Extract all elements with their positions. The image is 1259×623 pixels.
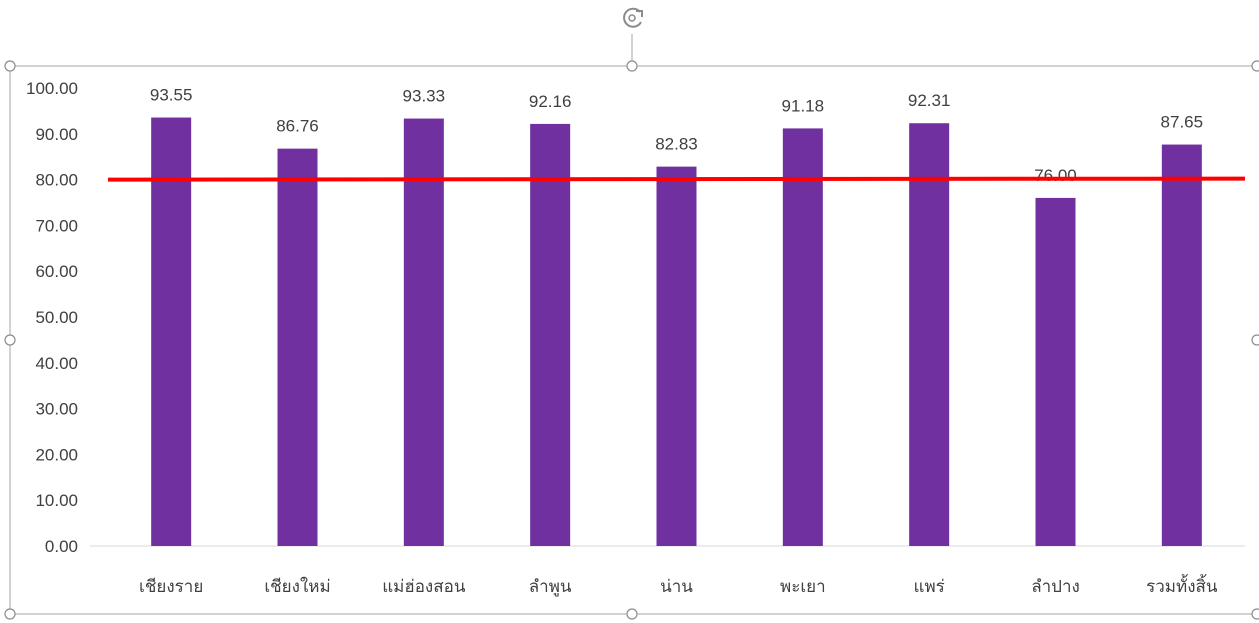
bar[interactable] <box>403 118 444 547</box>
resize-handle-bottom-right[interactable] <box>1251 608 1259 620</box>
selection-handles[interactable] <box>4 7 1259 620</box>
y-tick-label: 0.00 <box>45 537 78 556</box>
data-label: 92.31 <box>908 91 951 110</box>
resize-handle-bottom-center[interactable] <box>626 608 638 620</box>
category-label: เชียงใหม่ <box>264 576 330 597</box>
data-label: 93.33 <box>403 87 446 106</box>
category-label: ลำพูน <box>529 577 572 597</box>
data-label: 87.65 <box>1161 113 1204 132</box>
rotate-center <box>628 14 636 22</box>
rotate-arc <box>623 7 642 28</box>
y-tick-label: 10.00 <box>35 491 78 510</box>
y-tick-label: 60.00 <box>35 262 78 281</box>
bar[interactable] <box>782 128 823 546</box>
bar[interactable] <box>909 123 950 546</box>
resize-handle-top-left[interactable] <box>4 60 16 72</box>
bar[interactable] <box>530 123 571 547</box>
data-label: 93.55 <box>150 86 193 105</box>
category-label: แม่ฮ่องสอน <box>382 577 466 597</box>
rotate-handle-icon[interactable] <box>623 7 643 28</box>
data-labels: 93.55 86.76 93.33 92.16 82.83 91.18 92.31 76.00… <box>150 86 1203 185</box>
category-label: พะเยา <box>780 577 826 597</box>
bar[interactable] <box>1035 197 1076 547</box>
resize-handle-bottom-left[interactable] <box>4 608 16 620</box>
rotate-arrowhead <box>636 10 643 17</box>
data-label: 82.83 <box>655 135 698 154</box>
y-tick-label: 80.00 <box>35 171 78 190</box>
category-label: แพร่ <box>914 577 945 597</box>
reference-line <box>107 176 1246 182</box>
y-tick-label: 90.00 <box>35 125 78 144</box>
resize-handle-top-center[interactable] <box>626 60 638 72</box>
y-tick-label: 70.00 <box>35 216 78 235</box>
y-axis-ticks: 0.00 10.00 20.00 30.00 40.00 50.00 60.00 70.00 8… <box>26 79 78 556</box>
resize-handle-top-right[interactable] <box>1251 60 1259 72</box>
resize-handle-middle-left[interactable] <box>4 334 16 346</box>
y-tick-label: 50.00 <box>35 308 78 327</box>
category-label: เชียงราย <box>139 577 203 597</box>
y-tick-label: 30.00 <box>35 400 78 419</box>
data-label: 76.00 <box>1034 166 1077 185</box>
data-label: 86.76 <box>276 117 319 136</box>
bar[interactable] <box>151 117 192 546</box>
bar[interactable] <box>656 166 697 546</box>
bar[interactable] <box>277 148 318 546</box>
data-label: 92.16 <box>529 92 572 111</box>
y-tick-label: 40.00 <box>35 354 78 373</box>
x-axis-categories: เชียงราย เชียงใหม่ แม่ฮ่องสอน ลำพูน น่าน พะเย… <box>139 574 1218 597</box>
data-label: 91.18 <box>782 96 825 115</box>
y-tick-label: 100.00 <box>26 79 78 98</box>
resize-handle-middle-right[interactable] <box>1251 334 1259 346</box>
y-tick-label: 20.00 <box>35 445 78 464</box>
category-label: ลำปาง <box>1031 577 1080 597</box>
category-label: น่าน <box>660 577 693 597</box>
bar[interactable] <box>1161 144 1202 547</box>
bars <box>151 117 1202 547</box>
category-label: รวมทั้งสิ้น <box>1146 574 1218 597</box>
